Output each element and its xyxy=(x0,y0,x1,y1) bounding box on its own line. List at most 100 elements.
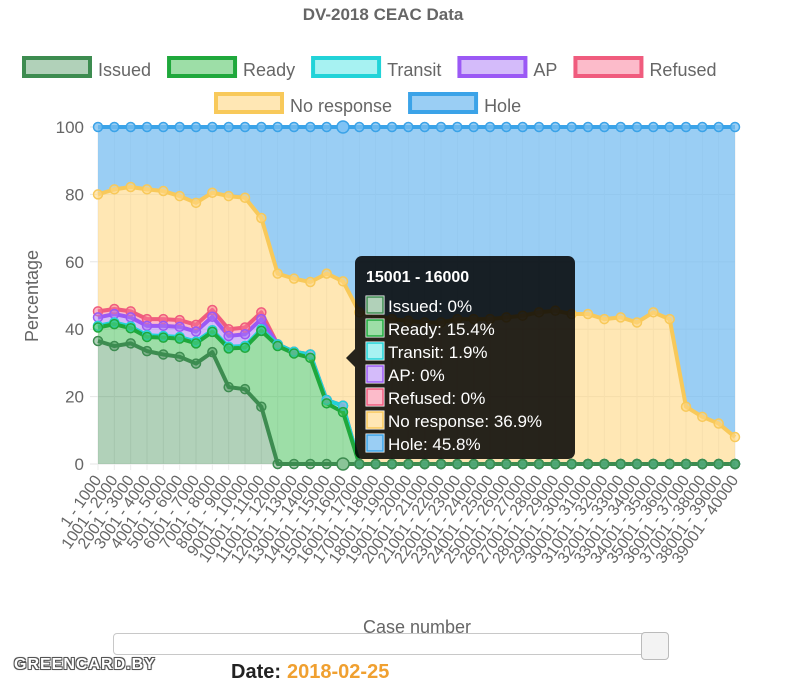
point-hole xyxy=(223,121,234,133)
point-no-response xyxy=(337,276,349,287)
point-issued xyxy=(288,458,300,470)
point-hover-hole xyxy=(336,120,350,134)
point-ready xyxy=(125,322,136,334)
slider-track[interactable] xyxy=(113,633,663,655)
point-issued xyxy=(419,458,430,470)
point-no-response xyxy=(729,431,741,443)
point-ready xyxy=(174,333,185,344)
point-issued xyxy=(321,458,332,470)
point-ap xyxy=(174,321,185,333)
tooltip-line-ready: Ready: 15.4% xyxy=(388,320,495,339)
point-hole xyxy=(386,121,398,133)
point-issued xyxy=(370,458,381,470)
point-no-response xyxy=(664,313,675,325)
point-ready xyxy=(141,331,153,343)
point-no-response xyxy=(141,184,153,195)
legend-swatch-hole xyxy=(408,92,479,114)
point-issued xyxy=(223,381,234,393)
case-slider[interactable] xyxy=(113,632,669,660)
point-hole xyxy=(648,121,659,133)
tooltip-line-ap: AP: 0% xyxy=(388,366,445,385)
point-hole xyxy=(664,121,675,133)
legend-label-refused: Refused xyxy=(649,60,716,80)
point-issued xyxy=(501,458,512,470)
point-issued xyxy=(190,358,202,369)
point-hole xyxy=(125,121,136,133)
slider-thumb[interactable] xyxy=(641,632,669,660)
point-hole xyxy=(599,121,610,133)
lines xyxy=(97,125,737,466)
tooltip-line-hole: Hole: 45.8% xyxy=(388,435,481,454)
chart-title: DV-2018 CEAC Data xyxy=(303,5,464,24)
legend-swatch-transit xyxy=(311,56,382,78)
point-hole xyxy=(174,121,185,133)
tooltip-swatch-transit xyxy=(366,342,384,360)
point-no-response xyxy=(207,187,218,198)
watermark: GREENCARD.BY xyxy=(14,656,156,673)
point-hole xyxy=(484,121,496,133)
point-no-response xyxy=(631,317,643,328)
point-issued xyxy=(566,458,577,470)
point-issued xyxy=(174,351,185,363)
date-label: Date: xyxy=(231,661,282,683)
point-issued xyxy=(468,458,479,470)
point-issued xyxy=(680,458,692,470)
point-hole xyxy=(533,121,545,133)
legend-label-hole: Hole xyxy=(484,96,521,116)
point-hole xyxy=(321,121,332,133)
point-hole xyxy=(501,121,512,133)
point-ap xyxy=(223,330,234,342)
point-issued xyxy=(697,458,708,470)
point-hole xyxy=(207,121,218,133)
point-no-response xyxy=(223,190,234,202)
y-axis-ticks: 0 20 40 60 80 100 xyxy=(56,118,84,474)
point-no-response xyxy=(680,401,692,412)
point-ap xyxy=(207,311,218,322)
point-hole xyxy=(582,121,594,133)
point-issued xyxy=(141,345,153,357)
y-tick-label: 60 xyxy=(65,253,84,272)
point-no-response xyxy=(174,190,185,202)
tooltip-line-refused: Refused: 0% xyxy=(388,389,485,408)
point-hole xyxy=(288,121,300,133)
tooltip-box xyxy=(355,256,575,459)
point-hole xyxy=(354,121,365,133)
point-issued xyxy=(550,458,561,470)
point-hole xyxy=(713,121,724,133)
point-hole xyxy=(452,121,463,133)
point-issued xyxy=(435,458,447,470)
point-no-response xyxy=(158,185,169,197)
point-ready xyxy=(158,332,169,343)
y-axis-label: Percentage xyxy=(22,250,42,342)
point-hole xyxy=(435,121,447,133)
point-issued xyxy=(109,340,120,352)
point-no-response xyxy=(697,411,708,423)
point-no-response xyxy=(190,197,202,209)
point-ap xyxy=(239,329,251,340)
point-hole xyxy=(550,121,561,133)
tooltip-line-issued: Issued: 0% xyxy=(388,297,472,316)
point-issued xyxy=(517,458,528,470)
point-hole xyxy=(631,121,643,133)
point-hole xyxy=(419,121,430,133)
point-issued xyxy=(125,338,136,349)
point-issued xyxy=(272,458,283,470)
point-ready xyxy=(337,406,349,418)
point-ready xyxy=(92,322,104,333)
point-issued xyxy=(386,458,398,470)
tooltip-caret xyxy=(346,349,355,367)
date-value: 2018-02-25 xyxy=(287,661,390,683)
tooltip-title: 15001 - 16000 xyxy=(366,269,469,286)
point-ready xyxy=(305,352,316,364)
point-ready xyxy=(207,326,218,338)
point-issued xyxy=(158,349,169,360)
point-ap xyxy=(125,312,136,323)
point-no-response xyxy=(321,268,332,279)
point-ready xyxy=(190,338,202,349)
point-ready xyxy=(321,398,332,409)
point-ap xyxy=(256,313,267,325)
point-no-response xyxy=(713,418,724,429)
point-issued xyxy=(403,458,414,470)
